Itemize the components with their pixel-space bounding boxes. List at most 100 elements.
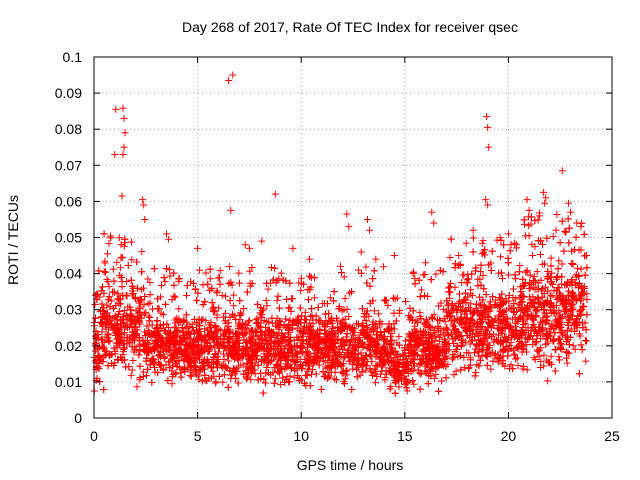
data-point xyxy=(348,288,356,296)
data-point xyxy=(299,280,307,288)
data-point xyxy=(115,335,123,343)
data-point xyxy=(106,314,114,322)
data-point xyxy=(146,291,154,299)
data-point xyxy=(230,302,238,310)
data-point xyxy=(268,356,276,364)
data-point xyxy=(543,312,551,320)
data-point xyxy=(463,307,471,315)
data-point xyxy=(463,278,471,286)
data-point xyxy=(351,336,359,344)
data-point xyxy=(448,335,456,343)
data-point xyxy=(254,324,262,332)
data-point xyxy=(140,284,148,292)
data-point xyxy=(547,325,555,333)
data-point xyxy=(563,354,571,362)
data-point xyxy=(445,288,453,296)
data-point xyxy=(582,357,590,365)
data-point xyxy=(555,315,563,323)
data-point xyxy=(453,306,461,314)
data-point xyxy=(366,282,374,290)
data-point xyxy=(213,326,221,334)
data-point xyxy=(148,321,156,329)
data-point xyxy=(530,273,538,281)
data-point xyxy=(507,322,515,330)
data-point xyxy=(451,283,459,291)
data-point xyxy=(132,307,140,315)
data-point xyxy=(239,351,247,359)
data-point xyxy=(535,285,543,293)
data-point xyxy=(571,345,579,353)
data-point xyxy=(324,358,332,366)
data-point xyxy=(282,295,290,303)
data-point xyxy=(480,332,488,340)
data-point xyxy=(467,315,475,323)
data-point xyxy=(510,308,518,316)
data-point xyxy=(247,337,255,345)
data-point xyxy=(544,377,552,385)
data-point xyxy=(445,313,453,321)
data-point xyxy=(95,352,103,360)
data-point xyxy=(101,259,109,267)
data-point xyxy=(272,351,280,359)
data-point xyxy=(312,370,320,378)
data-point xyxy=(212,329,220,337)
data-point xyxy=(164,334,172,342)
data-point xyxy=(240,304,248,312)
data-point xyxy=(399,359,407,367)
data-point xyxy=(296,327,304,335)
data-point xyxy=(375,310,383,318)
data-point xyxy=(501,345,509,353)
data-point xyxy=(366,351,374,359)
data-point xyxy=(368,357,376,365)
data-point xyxy=(216,267,224,275)
data-point xyxy=(321,330,329,338)
data-point xyxy=(185,330,193,338)
data-point xyxy=(551,367,559,375)
data-point xyxy=(341,294,349,302)
data-point xyxy=(343,330,351,338)
data-point xyxy=(432,332,440,340)
data-point xyxy=(261,336,269,344)
data-point xyxy=(571,327,579,335)
data-point xyxy=(515,338,523,346)
data-point xyxy=(191,315,199,323)
data-point xyxy=(537,363,545,371)
data-point xyxy=(386,385,394,393)
data-point xyxy=(348,350,356,358)
data-point xyxy=(438,377,446,385)
data-point xyxy=(212,379,220,387)
data-point xyxy=(269,276,277,284)
data-point xyxy=(485,313,493,321)
data-point xyxy=(249,327,257,335)
data-point xyxy=(324,351,332,359)
data-point xyxy=(301,316,309,324)
data-point xyxy=(369,275,377,283)
data-point xyxy=(286,333,294,341)
data-point xyxy=(205,336,213,344)
data-point xyxy=(144,330,152,338)
data-point xyxy=(353,366,361,374)
data-point xyxy=(99,358,107,366)
data-point xyxy=(568,277,576,285)
data-point xyxy=(387,347,395,355)
data-point xyxy=(234,354,242,362)
data-point xyxy=(558,217,566,225)
data-point xyxy=(533,268,541,276)
data-point xyxy=(456,352,464,360)
data-point xyxy=(369,343,377,351)
data-point xyxy=(378,363,386,371)
data-point xyxy=(358,368,366,376)
data-point xyxy=(577,265,585,273)
data-point xyxy=(391,359,399,367)
data-point xyxy=(552,301,560,309)
data-point xyxy=(442,374,450,382)
data-point xyxy=(180,316,188,324)
data-point xyxy=(568,247,576,255)
data-point xyxy=(475,348,483,356)
data-point xyxy=(439,305,447,313)
data-point xyxy=(238,329,246,337)
data-point xyxy=(239,361,247,369)
data-point xyxy=(537,327,545,335)
data-markers xyxy=(90,71,591,397)
data-point xyxy=(243,375,251,383)
